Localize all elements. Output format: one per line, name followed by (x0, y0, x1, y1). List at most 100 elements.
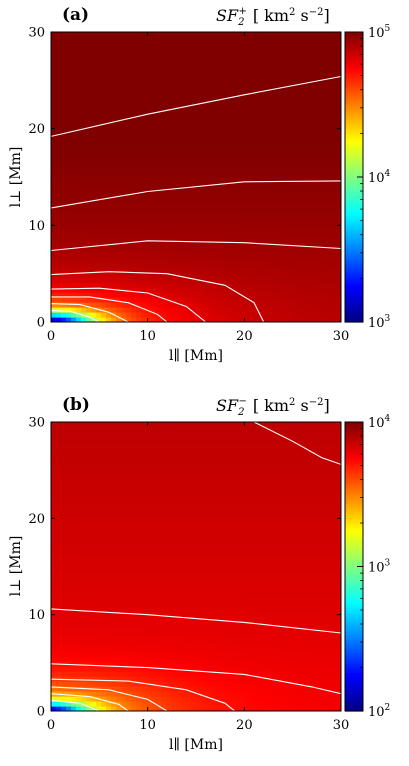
heatmap-cell (71, 566, 77, 573)
heatmap-cell (156, 596, 162, 602)
heatmap-cell (76, 476, 82, 483)
heatmap-cell (71, 422, 77, 428)
heatmap-cell (286, 107, 292, 113)
heatmap-cell (221, 247, 227, 253)
heatmap-cell (276, 267, 282, 273)
heatmap-cell (126, 671, 132, 677)
heatmap-cell (206, 242, 212, 248)
heatmap-cell (156, 232, 162, 238)
heatmap-cell (336, 152, 341, 158)
heatmap-cell (251, 167, 257, 173)
heatmap-cell (331, 207, 337, 213)
heatmap-cell (106, 506, 112, 513)
heatmap-cell (251, 282, 257, 288)
heatmap-cell (71, 257, 77, 263)
heatmap-cell (331, 227, 337, 233)
heatmap-cell (281, 307, 287, 313)
heatmap-cell (286, 202, 292, 208)
heatmap-cell (156, 581, 162, 588)
heatmap-cell (111, 501, 117, 508)
heatmap-cell (291, 37, 297, 43)
heatmap-cell (176, 237, 182, 243)
heatmap-cell (136, 197, 142, 203)
heatmap-cell (126, 72, 132, 78)
heatmap-cell (151, 566, 157, 573)
heatmap-cell (81, 526, 87, 533)
heatmap-cell (296, 227, 302, 233)
heatmap-cell (306, 112, 312, 118)
heatmap-cell (51, 32, 57, 38)
heatmap-cell (96, 42, 102, 48)
heatmap-cell (121, 426, 127, 433)
colorbar-segment (345, 305, 363, 309)
heatmap-cell (101, 217, 107, 223)
heatmap-cell (76, 636, 82, 642)
heatmap-cell (171, 541, 177, 548)
heatmap-cell (101, 431, 107, 438)
heatmap-cell (276, 202, 282, 208)
heatmap-cell (101, 601, 107, 607)
heatmap-cell (91, 566, 97, 573)
heatmap-cell (311, 167, 317, 173)
heatmap-cell (111, 272, 117, 278)
heatmap-cell (291, 52, 297, 58)
heatmap-cell (251, 72, 257, 78)
heatmap-cell (126, 701, 132, 707)
heatmap-cell (76, 37, 82, 43)
heatmap-cell (191, 62, 197, 68)
heatmap-cell (96, 606, 102, 612)
heatmap-cell (116, 242, 122, 248)
heatmap-cell (191, 177, 197, 183)
heatmap-cell (301, 137, 307, 143)
heatmap-cell (111, 302, 117, 308)
heatmap-cell (171, 671, 177, 677)
heatmap-cell (86, 596, 92, 602)
heatmap-cell (326, 272, 332, 278)
heatmap-cell (211, 172, 217, 178)
heatmap-cell (51, 656, 57, 662)
heatmap-cell (221, 277, 227, 283)
heatmap-cell (61, 262, 67, 268)
heatmap-cell (56, 147, 62, 153)
heatmap-cell (81, 551, 87, 558)
heatmap-cell (111, 441, 117, 448)
heatmap-cell (166, 676, 172, 682)
heatmap-cell (86, 706, 92, 711)
heatmap-cell (306, 242, 312, 248)
heatmap-cell (171, 82, 177, 88)
heatmap-cell (91, 636, 97, 642)
heatmap-cell (316, 42, 322, 48)
colorbar-segment (345, 128, 363, 132)
heatmap-cell (56, 222, 62, 228)
heatmap-cell (161, 621, 167, 627)
heatmap-cell (221, 72, 227, 78)
heatmap-cell (181, 272, 187, 278)
heatmap-cell (166, 576, 172, 583)
heatmap-cell (211, 237, 217, 243)
heatmap-cell (116, 207, 122, 213)
heatmap-cell (326, 32, 332, 38)
heatmap-cell (216, 82, 222, 88)
heatmap-cell (126, 137, 132, 143)
heatmap-cell (96, 247, 102, 253)
heatmap-cell (166, 97, 172, 103)
heatmap-cell (171, 107, 177, 113)
heatmap-cell (241, 47, 247, 53)
heatmap-cell (156, 641, 162, 647)
heatmap-cell (126, 262, 132, 268)
heatmap-cell (96, 137, 102, 143)
heatmap-cell (336, 117, 341, 123)
heatmap-cell (151, 621, 157, 627)
heatmap-cell (271, 137, 277, 143)
colorbar-segment (345, 63, 363, 67)
heatmap-cell (221, 47, 227, 53)
heatmap-cell (291, 127, 297, 133)
heatmap-cell (141, 127, 147, 133)
heatmap-cell (321, 272, 327, 278)
heatmap-cell (111, 591, 117, 597)
heatmap-cell (171, 551, 177, 558)
heatmap-cell (181, 222, 187, 228)
heatmap-cell (246, 47, 252, 53)
heatmap-cell (136, 32, 142, 38)
heatmap-cell (111, 571, 117, 578)
